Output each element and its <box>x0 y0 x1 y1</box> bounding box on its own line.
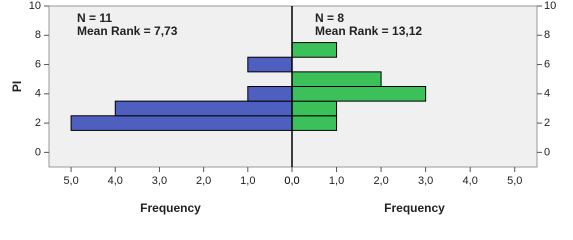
y-tick-label: 4 <box>35 88 41 100</box>
x-tick-label: 2,0 <box>373 175 388 187</box>
y-tick-label: 6 <box>544 58 550 70</box>
y-tick-label: 10 <box>29 0 41 12</box>
bar <box>291 100 338 117</box>
y-axis-label: PI <box>10 81 24 92</box>
annotation: N = 8 <box>315 11 344 25</box>
y-tick-label: 8 <box>544 29 550 41</box>
y-tick-label: 4 <box>544 88 550 100</box>
bar <box>291 71 382 88</box>
x-tick-label: 0,0 <box>284 175 299 187</box>
y-tick-label: 0 <box>35 146 41 158</box>
bar <box>291 42 338 58</box>
y-tick-label: 2 <box>35 117 41 129</box>
x-tick-label: 4,0 <box>463 175 478 187</box>
x-tick-label: 5,0 <box>63 175 78 187</box>
bar <box>247 86 293 102</box>
x-tick-label: 1,0 <box>240 175 255 187</box>
bar <box>247 56 293 73</box>
x-tick-label: 4,0 <box>108 175 123 187</box>
x-tick-label: 1,0 <box>329 175 344 187</box>
y-tick-label: 10 <box>544 0 556 12</box>
bar <box>114 100 293 117</box>
y-tick-label: 2 <box>544 117 550 129</box>
x-axis-label: Frequency <box>140 201 201 215</box>
y-tick-label: 0 <box>544 146 550 158</box>
bar <box>291 86 427 102</box>
x-tick-label: 0,0 <box>284 175 299 187</box>
bar <box>70 115 293 131</box>
bar <box>291 115 338 131</box>
x-tick-label: 3,0 <box>152 175 167 187</box>
annotation: N = 11 <box>77 11 112 25</box>
y-tick-label: 8 <box>35 29 41 41</box>
x-tick-label: 2,0 <box>196 175 211 187</box>
x-axis-label: Frequency <box>384 201 445 215</box>
x-tick-label: 3,0 <box>418 175 433 187</box>
x-tick-label: 5,0 <box>507 175 522 187</box>
y-tick-label: 6 <box>35 58 41 70</box>
annotation: Mean Rank = 7,73 <box>77 24 178 38</box>
annotation: Mean Rank = 13,12 <box>315 24 422 38</box>
